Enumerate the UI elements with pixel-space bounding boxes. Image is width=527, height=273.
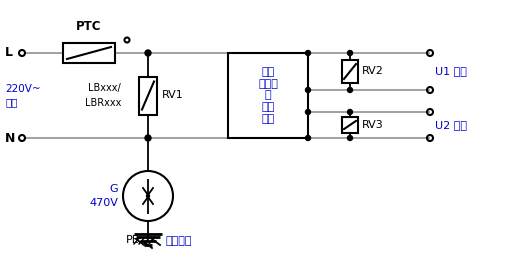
Circle shape	[306, 88, 310, 93]
Text: 220V~: 220V~	[5, 84, 41, 93]
Circle shape	[347, 109, 353, 114]
Text: RV3: RV3	[362, 120, 384, 130]
Text: PTC: PTC	[76, 20, 102, 34]
Circle shape	[145, 50, 151, 56]
Circle shape	[347, 135, 353, 141]
Text: U2 输出: U2 输出	[435, 120, 467, 130]
Text: N: N	[5, 132, 15, 144]
Circle shape	[347, 51, 353, 55]
Circle shape	[347, 88, 353, 93]
Text: LBRxxx: LBRxxx	[85, 99, 121, 108]
Text: 保护接地: 保护接地	[166, 236, 192, 246]
Circle shape	[145, 135, 151, 141]
Text: RV1: RV1	[162, 91, 184, 100]
Circle shape	[306, 109, 310, 114]
Text: G: G	[110, 184, 118, 194]
Circle shape	[306, 51, 310, 55]
Bar	[228, 53, 308, 138]
Text: 470V: 470V	[89, 198, 118, 208]
Bar	[63, 43, 115, 63]
Bar	[139, 76, 157, 114]
Text: RV2: RV2	[362, 67, 384, 76]
Circle shape	[306, 135, 310, 141]
Text: L: L	[5, 46, 13, 60]
Text: PE: PE	[126, 235, 140, 245]
Circle shape	[147, 194, 150, 197]
Text: 电源
变压器
或
开关
电源: 电源 变压器 或 开关 电源	[258, 67, 278, 124]
Bar	[342, 60, 358, 83]
Bar	[342, 117, 358, 133]
Text: 输入: 输入	[5, 97, 17, 108]
Text: U1 输出: U1 输出	[435, 67, 467, 76]
Text: LBxxx/: LBxxx/	[88, 82, 121, 93]
